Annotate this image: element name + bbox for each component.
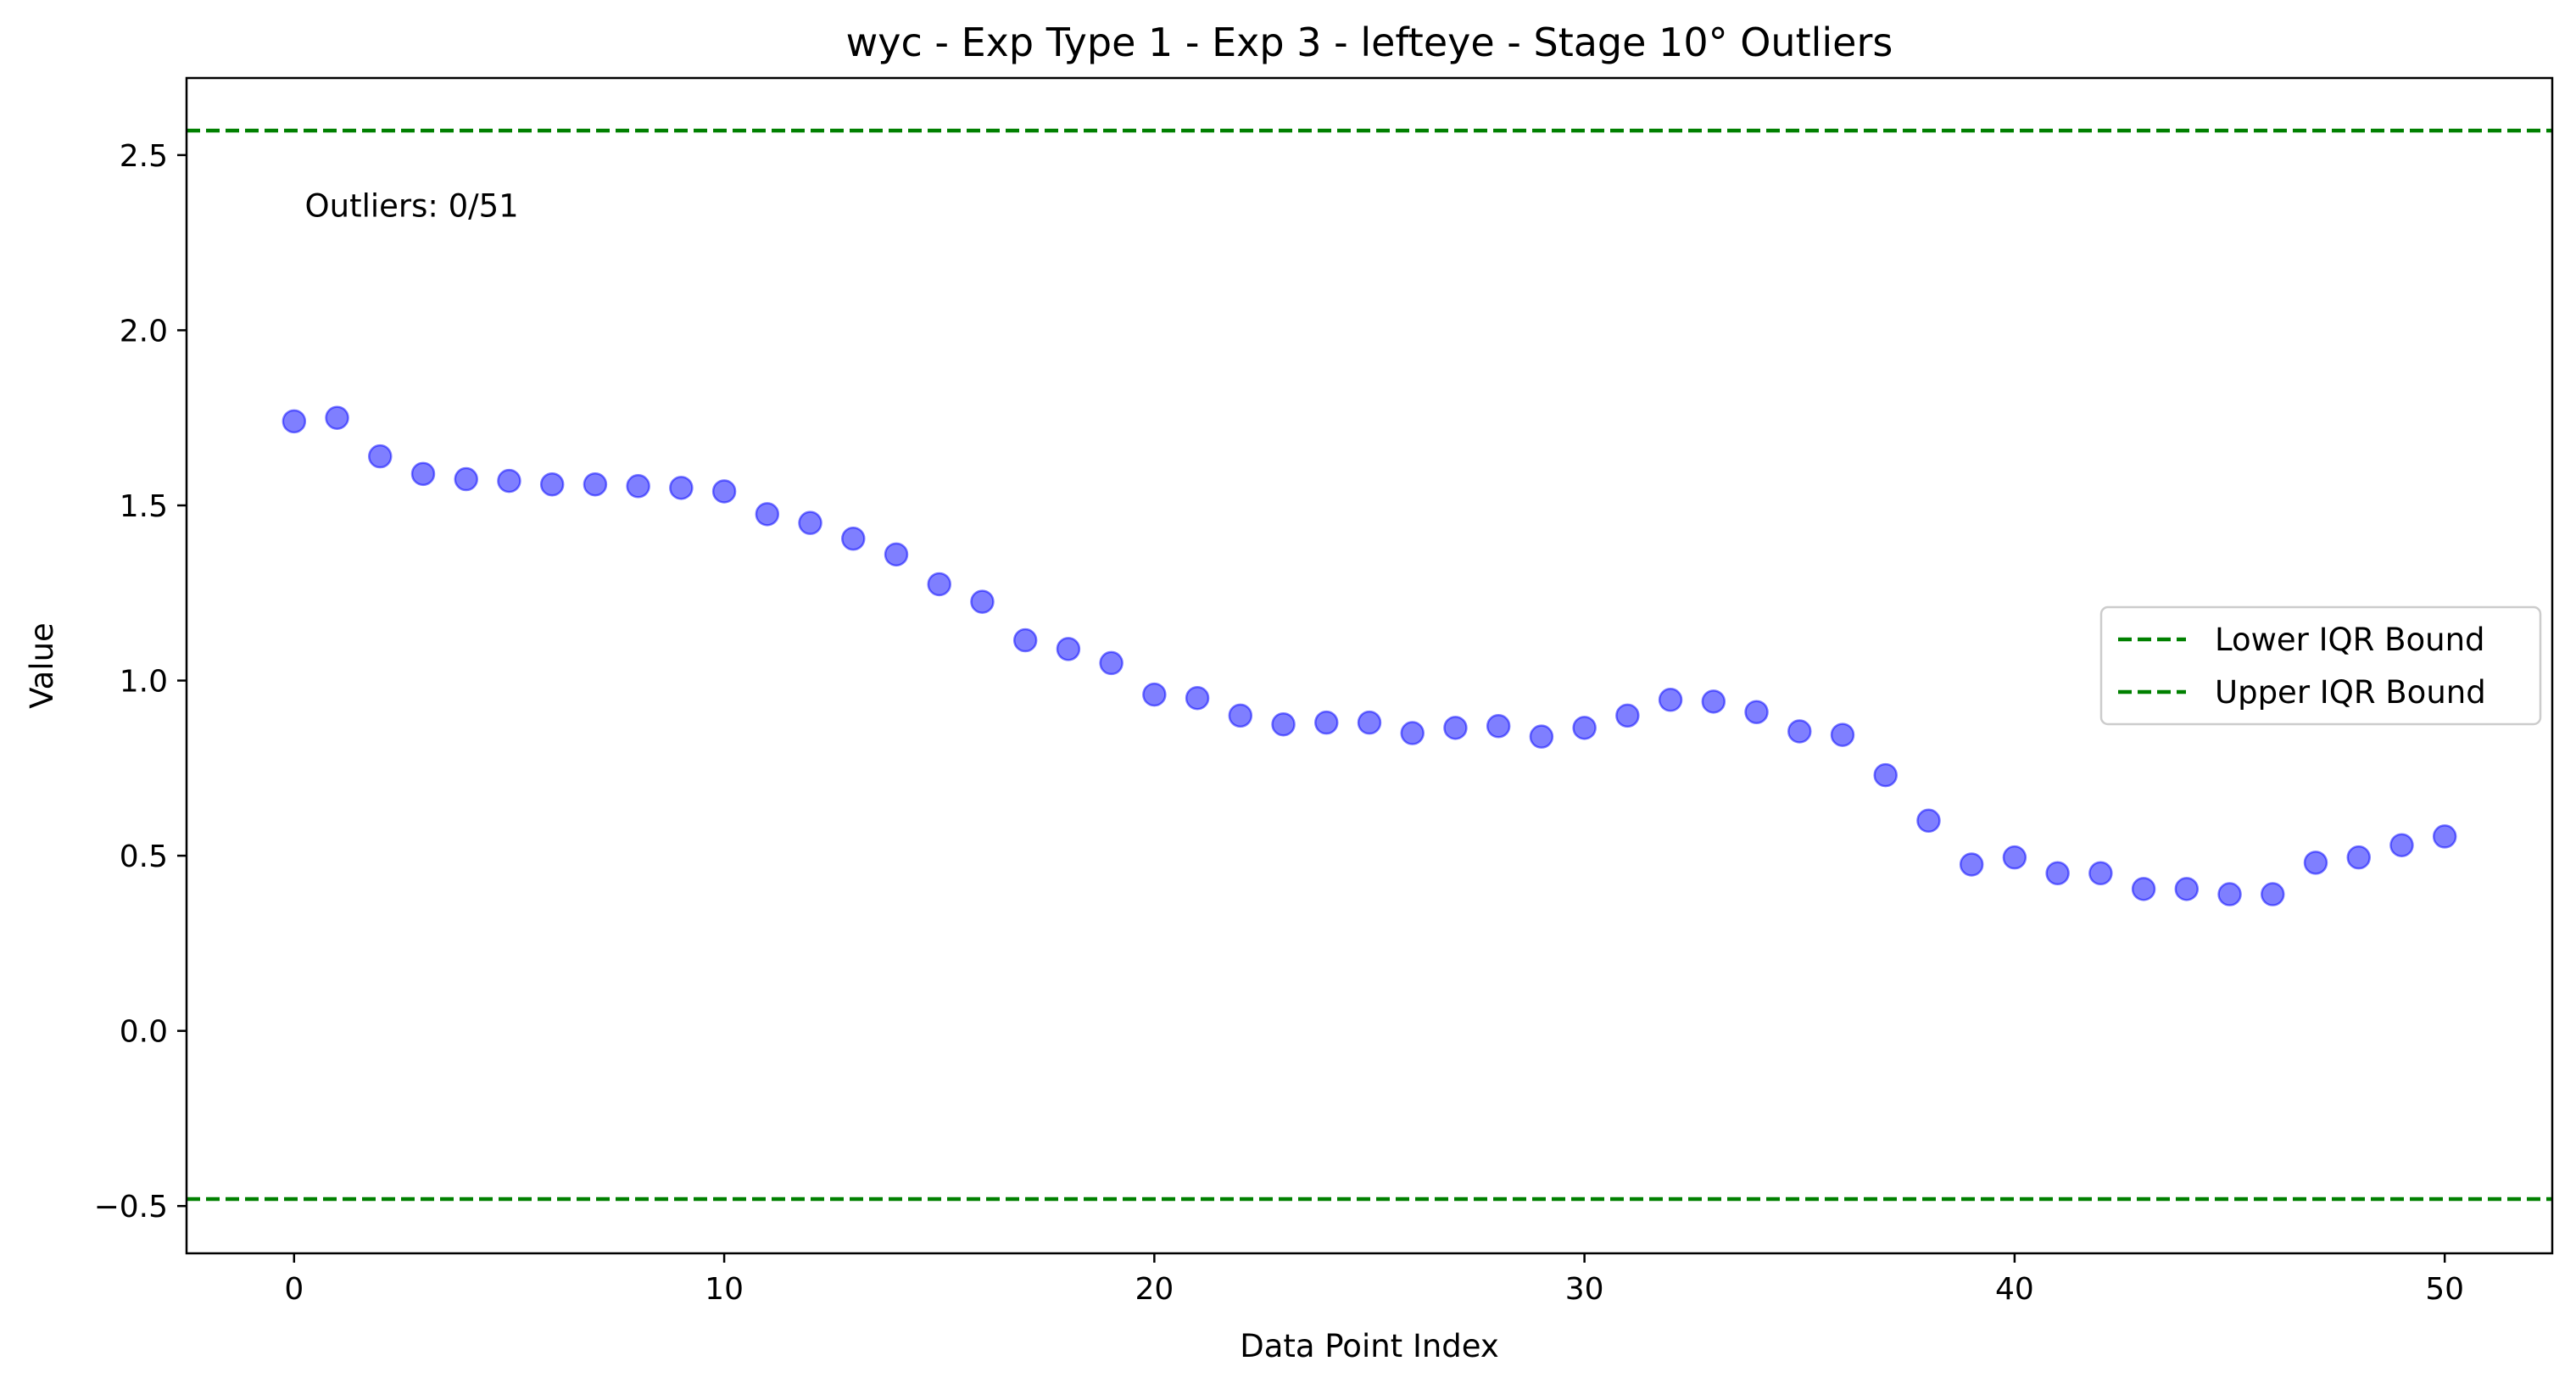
data-point	[1873, 762, 1898, 788]
data-point	[2002, 845, 2027, 870]
data-point	[2217, 882, 2242, 906]
data-point	[884, 542, 909, 567]
data-point	[2389, 833, 2414, 857]
y-tick-label: 1.5	[120, 489, 168, 524]
data-point	[2346, 845, 2371, 870]
legend-label: Lower IQR Bound	[2215, 622, 2485, 658]
data-point	[711, 479, 737, 504]
data-point	[1486, 714, 1511, 739]
data-point	[1142, 682, 1167, 707]
data-point	[1959, 852, 1984, 877]
x-tick-label: 40	[1995, 1272, 2034, 1307]
data-point	[626, 474, 650, 499]
data-point	[669, 476, 694, 500]
x-tick-label: 30	[1565, 1272, 1604, 1307]
data-point	[1658, 688, 1683, 712]
data-point	[454, 466, 478, 492]
data-point	[2432, 824, 2457, 849]
data-point	[1056, 637, 1081, 661]
data-point	[1529, 724, 1554, 749]
legend-box	[2099, 605, 2542, 726]
data-point	[2088, 861, 2113, 886]
data-point	[2303, 851, 2328, 875]
points-layer	[282, 405, 2457, 906]
y-tick-label: 0.5	[120, 840, 168, 874]
legend: Lower IQR Bound Upper IQR Bound	[2099, 605, 2542, 726]
data-point	[2045, 861, 2070, 886]
data-point	[1615, 703, 1640, 728]
y-tick-label: −0.5	[94, 1190, 168, 1224]
data-point	[2174, 877, 2200, 901]
data-point	[2261, 882, 2285, 906]
data-point	[1830, 722, 1855, 747]
data-point	[325, 405, 349, 430]
data-point	[970, 589, 995, 614]
data-point	[2131, 877, 2156, 901]
data-point	[539, 471, 565, 497]
y-axis-label: Value	[24, 622, 60, 709]
data-point	[1443, 716, 1468, 740]
x-axis-label: Data Point Index	[1240, 1328, 1499, 1364]
y-tick-label: 2.5	[120, 139, 168, 174]
data-point	[583, 471, 608, 497]
data-point	[755, 502, 780, 527]
data-point	[282, 409, 307, 434]
data-point	[1400, 721, 1425, 745]
data-point	[1099, 650, 1124, 676]
data-point	[1572, 716, 1597, 740]
x-tick-label: 0	[284, 1272, 304, 1307]
bounds-layer	[187, 128, 2552, 1202]
data-point	[1357, 710, 1382, 735]
data-point	[1744, 700, 1769, 724]
chart-title: wyc - Exp Type 1 - Exp 3 - lefteye - Sta…	[846, 20, 1893, 65]
y-axis-ticks: −0.5 0.0 0.5 1.0 1.5 2.0 2.5	[94, 139, 187, 1224]
data-point	[1185, 685, 1210, 711]
legend-label: Upper IQR Bound	[2215, 674, 2486, 711]
data-point	[410, 461, 436, 487]
y-tick-label: 1.0	[120, 665, 168, 700]
x-tick-label: 50	[2425, 1272, 2464, 1307]
x-tick-label: 10	[705, 1272, 744, 1307]
y-tick-label: 2.0	[120, 314, 168, 349]
data-point	[927, 572, 951, 597]
plot-frame	[185, 76, 2554, 1255]
data-point	[1916, 808, 1941, 834]
data-point	[1012, 628, 1038, 653]
x-tick-label: 20	[1135, 1272, 1174, 1307]
data-point	[1228, 703, 1253, 728]
data-point	[1314, 710, 1339, 735]
data-point	[1701, 689, 1726, 714]
x-axis-ticks: 0 10 20 30 40 50	[284, 1253, 2464, 1307]
data-point	[798, 510, 822, 535]
data-point	[1271, 711, 1296, 737]
y-tick-label: 0.0	[120, 1015, 168, 1050]
data-point	[368, 443, 393, 469]
data-point	[497, 468, 521, 494]
data-point	[841, 526, 866, 551]
outliers-annotation: Outliers: 0/51	[305, 187, 519, 224]
data-point	[1787, 719, 1812, 744]
